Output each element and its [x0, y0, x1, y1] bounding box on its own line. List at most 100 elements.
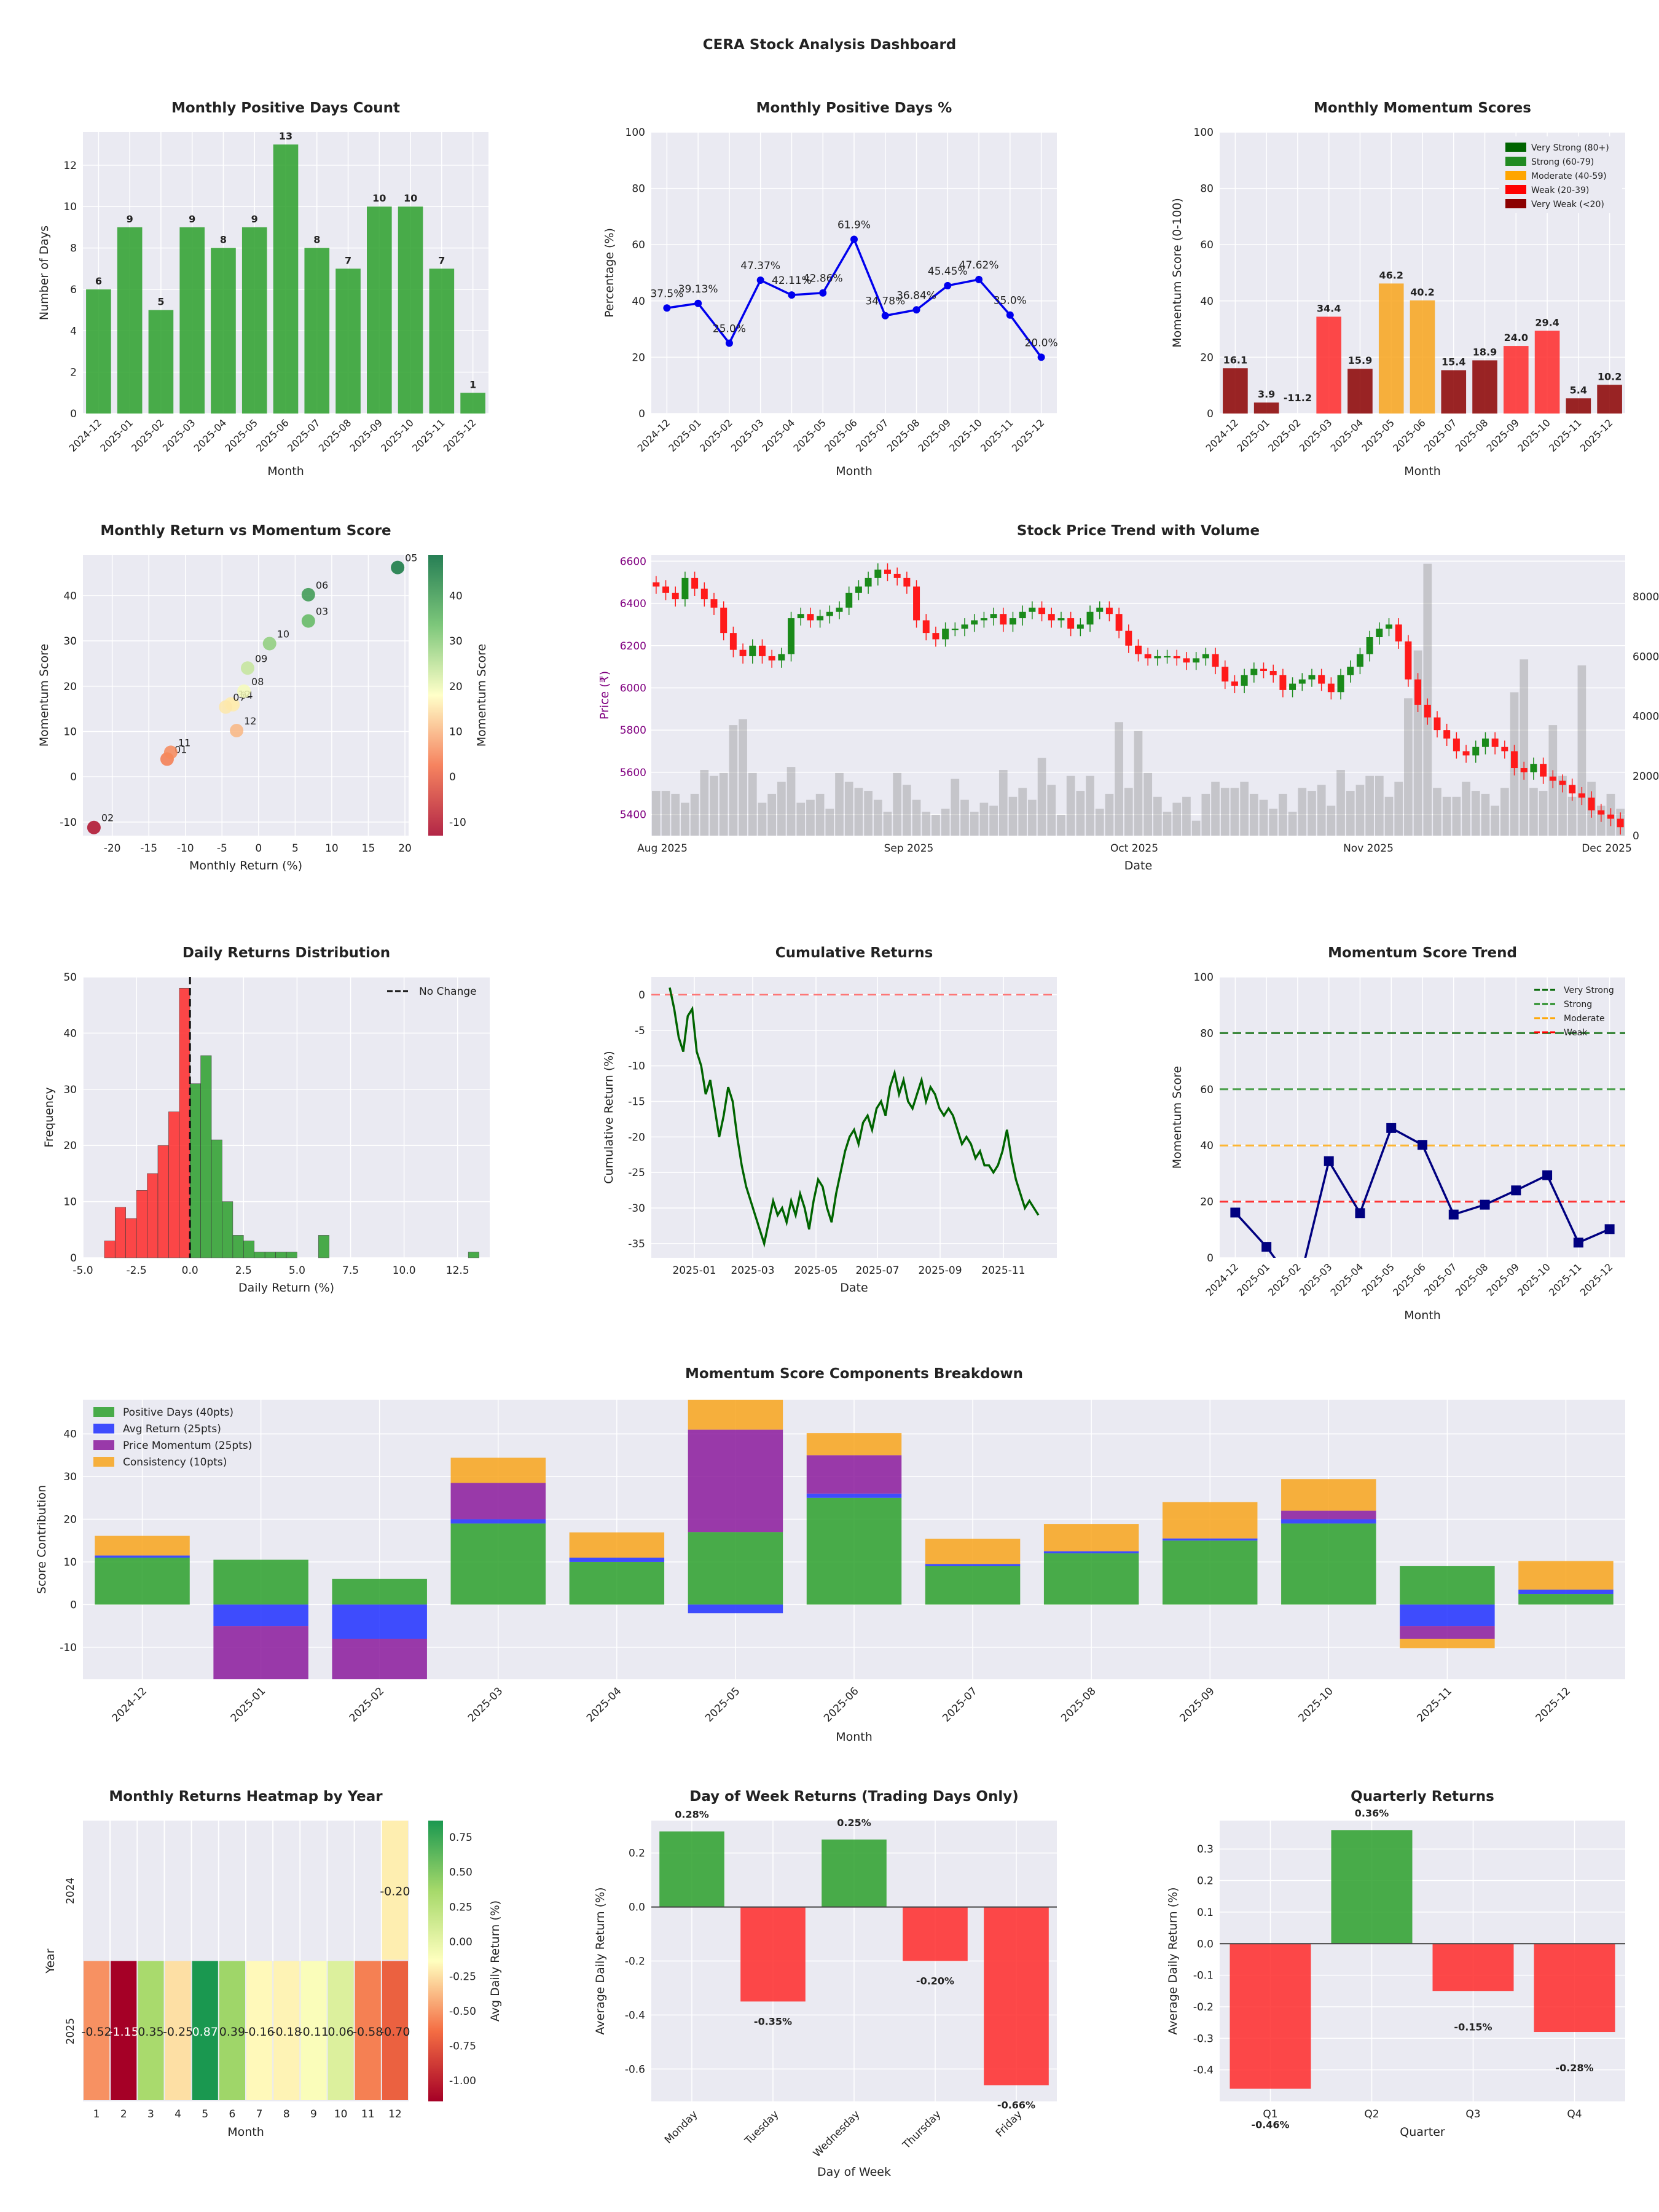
histogram-bar: [114, 1207, 126, 1258]
volume-tick-label: 6000: [1633, 651, 1659, 663]
x-tick-label: 2025-11: [1547, 1261, 1584, 1298]
x-tick-label: Q2: [1364, 2108, 1379, 2120]
positive-days-bar: [211, 248, 236, 414]
x-axis-label: Month: [267, 465, 304, 478]
y-tick-label: 12: [63, 160, 77, 172]
heatmap-empty-cell: [300, 1821, 327, 1960]
candle-body: [1057, 618, 1065, 621]
y-tick-label: 0.2: [629, 1848, 645, 1860]
point-value-label: 37.5%: [650, 288, 683, 300]
volume-bar: [758, 802, 767, 836]
momentum-trend-marker: [1386, 1123, 1397, 1133]
x-axis-label: Month: [1404, 1309, 1441, 1322]
heatmap-cell-label: -0.16: [244, 2025, 274, 2039]
bar-value-label: 7: [345, 254, 351, 266]
scatter-point: [301, 614, 315, 628]
candle-body: [1048, 614, 1055, 621]
component-bar: [1043, 1551, 1139, 1554]
bar-value-label: 9: [189, 213, 195, 225]
positive-days-bar: [148, 310, 174, 414]
cumulative-line: [669, 987, 1040, 1248]
candle-body: [1173, 656, 1180, 659]
volume-bar: [1249, 793, 1258, 836]
component-bar: [569, 1558, 665, 1562]
component-bar: [1518, 1594, 1614, 1605]
bar-value-label: -0.28%: [1555, 2062, 1593, 2074]
price-tick-label: 5800: [620, 724, 646, 737]
bar-value-label: 5: [157, 296, 164, 308]
candle-body: [768, 656, 775, 661]
x-tick-label: Sep 2025: [884, 842, 934, 855]
point-value-label: 25.0%: [713, 323, 746, 335]
legend-label: Very Strong (80+): [1531, 143, 1609, 153]
chart-title: Monthly Returns Heatmap by Year: [109, 1789, 383, 1805]
positive-days-bar: [398, 206, 423, 414]
x-tick-label: 2: [120, 2108, 127, 2120]
scatter-point: [301, 587, 315, 602]
bar-value-label: 29.4: [1535, 316, 1559, 328]
candle-body: [1366, 637, 1373, 654]
weekday-bar: [984, 1907, 1049, 2085]
candle-body: [1019, 611, 1026, 619]
x-tick-label: 2024-12: [1204, 1261, 1241, 1298]
component-bar: [1281, 1479, 1376, 1511]
positive-days-bar: [117, 227, 143, 414]
candle-body: [1308, 675, 1316, 680]
volume-bar: [893, 772, 902, 836]
histogram-bar: [264, 1252, 276, 1258]
legend-swatch: [1505, 171, 1526, 180]
x-tick-label: 6: [229, 2108, 236, 2120]
volume-bar: [806, 799, 815, 836]
colorbar-tick: -1.00: [449, 2075, 476, 2087]
volume-bar: [729, 725, 738, 836]
y-tick-label: -30: [628, 1202, 645, 1215]
positive-pct-point: [1006, 311, 1014, 319]
point-value-label: 42.11%: [772, 275, 812, 287]
x-tick-label: 2025-03: [1297, 417, 1335, 454]
colorbar: [428, 555, 443, 836]
x-tick-label: 2025-09: [1484, 417, 1521, 454]
point-value-label: 34.78%: [865, 296, 905, 308]
component-bar: [213, 1604, 308, 1626]
volume-bar: [1481, 793, 1490, 836]
component-bar: [1163, 1502, 1258, 1539]
y-tick-label: 0.3: [1197, 1843, 1214, 1856]
x-tick-label: 11: [361, 2108, 375, 2120]
volume-bar: [989, 806, 998, 836]
heatmap-empty-cell: [327, 1821, 354, 1960]
x-tick-label: 2025-06: [822, 417, 860, 454]
volume-bar: [931, 814, 940, 836]
candle-body: [1443, 730, 1451, 739]
positive-days-bar: [429, 269, 455, 414]
candle-body: [1453, 738, 1460, 751]
candle-body: [1481, 738, 1489, 747]
heatmap-cell-label: -0.11: [299, 2025, 329, 2039]
y-tick-label: 40: [1200, 296, 1214, 308]
chart-title: Daily Returns Distribution: [182, 945, 390, 961]
x-tick-label: Wednesday: [811, 2108, 863, 2160]
quarter-bar: [1331, 1830, 1413, 1944]
candle-body: [1405, 641, 1412, 680]
y-tick-label: 10: [63, 201, 77, 213]
candle-body: [1029, 607, 1036, 612]
scatter-point: [391, 560, 405, 575]
x-tick-label: 2025-01: [672, 1265, 716, 1277]
component-bar: [1281, 1519, 1376, 1524]
heatmap-cell: [246, 1961, 273, 2100]
colorbar-tick: 20: [449, 681, 463, 693]
x-tick-label: 2025-02: [697, 417, 735, 454]
volume-bar: [1182, 796, 1191, 836]
x-tick-label: 2025-05: [703, 1685, 742, 1724]
colorbar-tick: -0.50: [449, 2006, 476, 2018]
point-label: 09: [255, 653, 267, 664]
y-axis-label: Average Daily Return (%): [594, 1887, 607, 2034]
x-tick-label: 2025-03: [731, 1265, 774, 1277]
weekday-bar: [822, 1839, 887, 1907]
volume-bar: [998, 770, 1008, 836]
y-tick-label: -5: [635, 1025, 645, 1037]
y-tick-label: -25: [628, 1167, 645, 1179]
bar-value-label: 0.36%: [1355, 1807, 1389, 1819]
heatmap-empty-cell: [111, 1821, 137, 1960]
momentum-score-bar: [1316, 316, 1341, 414]
chart-title: Monthly Return vs Momentum Score: [100, 523, 391, 539]
